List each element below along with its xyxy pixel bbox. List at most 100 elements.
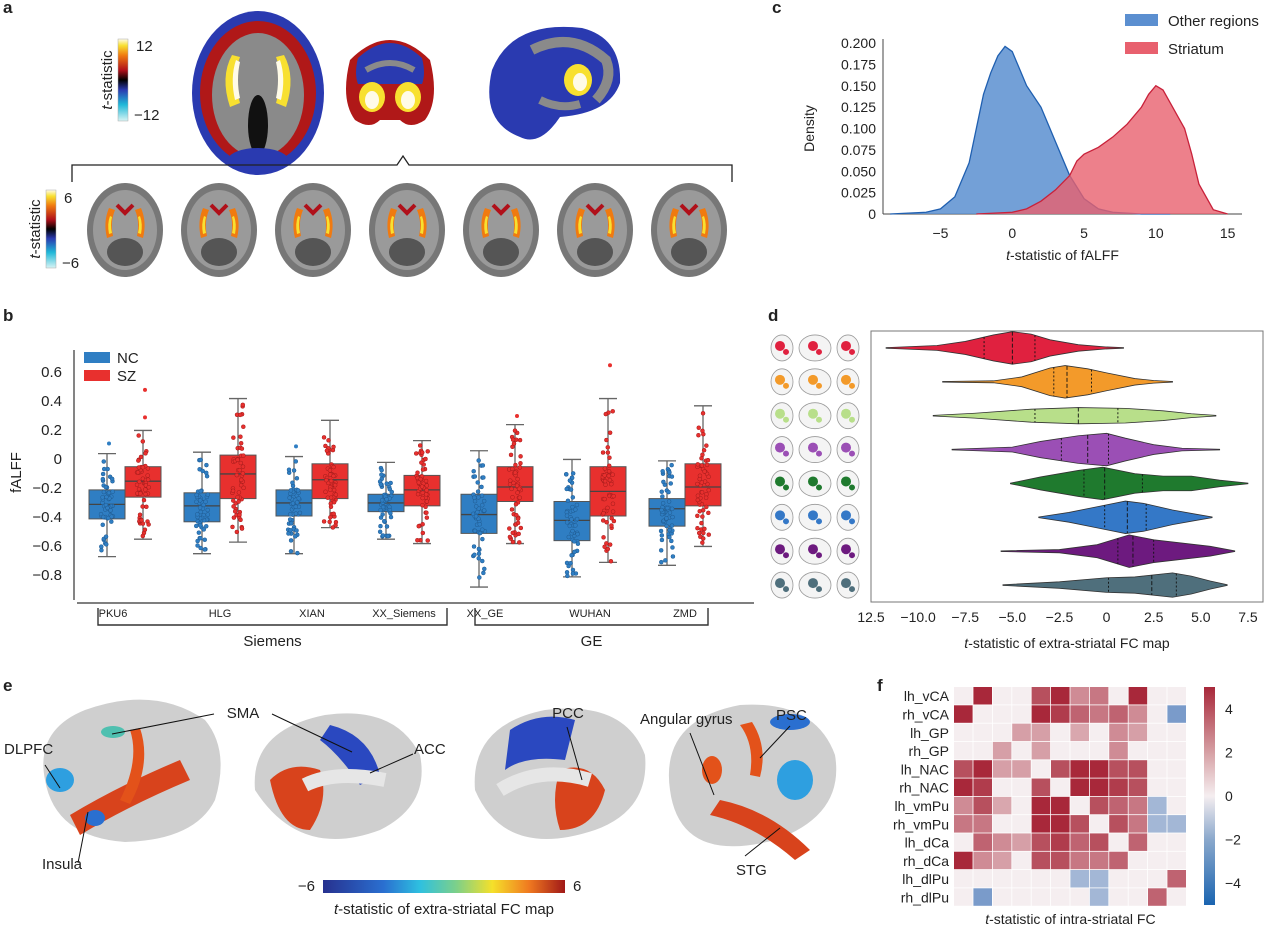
- panel-letter-c: c: [772, 0, 782, 17]
- legend-label: SZ: [117, 368, 136, 385]
- heatmap-cell: [1128, 870, 1148, 888]
- data-point: [231, 515, 237, 520]
- colorbar-bottom-label: t-statistic: [27, 199, 44, 259]
- network-blob: [849, 552, 855, 559]
- data-point: [140, 504, 145, 509]
- site-slice: [275, 183, 351, 277]
- data-point: [667, 527, 672, 533]
- row-label: lh_NAC: [901, 761, 949, 777]
- network-brain-icons: [770, 537, 860, 565]
- heatmap-cell: [1109, 760, 1128, 778]
- heatmap-cell: [1070, 760, 1089, 778]
- heatmap-cell: [1167, 888, 1186, 906]
- slice-hot-left: [108, 216, 112, 234]
- heatmap-cell: [1167, 741, 1186, 760]
- data-point: [105, 505, 110, 511]
- data-point: [425, 449, 430, 454]
- data-point: [385, 533, 391, 539]
- data-point: [384, 524, 390, 529]
- network-blob: [808, 510, 818, 521]
- network-blob: [783, 348, 789, 355]
- data-point: [476, 546, 482, 552]
- y-tick-label: −0.6: [32, 538, 62, 555]
- data-point: [415, 470, 420, 475]
- data-point: [699, 463, 705, 468]
- data-point: [420, 530, 426, 536]
- heatmap-cell: [1070, 851, 1089, 870]
- network-blob: [841, 476, 851, 487]
- network-blob: [849, 586, 855, 593]
- data-point: [293, 504, 298, 509]
- data-point: [140, 465, 146, 470]
- data-point: [480, 527, 485, 532]
- data-point: [203, 524, 209, 529]
- site-slice: [87, 183, 163, 277]
- data-point: [328, 515, 333, 520]
- heatmap-cell: [954, 760, 973, 778]
- y-tick-label: 0.025: [841, 185, 876, 201]
- data-point: [700, 540, 705, 545]
- data-point: [141, 497, 147, 503]
- data-point: [331, 444, 336, 450]
- data-point: [481, 475, 486, 480]
- network-blob: [783, 518, 789, 525]
- heatmap-cell: [992, 760, 1012, 778]
- data-point: [420, 490, 425, 496]
- data-point: [697, 508, 702, 514]
- data-point: [101, 459, 107, 464]
- data-point: [477, 522, 482, 527]
- data-point: [237, 512, 242, 518]
- heatmap-cell: [1012, 705, 1031, 723]
- heatmap-cell: [1012, 741, 1031, 760]
- violin-body: [1002, 572, 1228, 598]
- data-point: [702, 469, 707, 474]
- data-point: [331, 464, 336, 470]
- data-point: [603, 411, 609, 417]
- slice-hot-left: [390, 216, 394, 234]
- data-point: [665, 505, 670, 511]
- data-point: [140, 439, 146, 444]
- data-point: [194, 499, 199, 505]
- data-point: [697, 473, 703, 479]
- data-point: [420, 502, 425, 508]
- box-sz: [589, 363, 627, 564]
- heatmap-cell: [1051, 796, 1070, 815]
- data-point: [287, 517, 293, 522]
- heatmap-cell: [1089, 888, 1109, 906]
- data-point: [574, 516, 580, 522]
- heatmap-cell: [1148, 833, 1167, 851]
- data-point: [389, 489, 395, 495]
- x-tick-label: 0: [1103, 609, 1111, 625]
- data-point: [240, 402, 246, 408]
- label-pcc: PCC: [552, 705, 584, 722]
- data-point: [706, 487, 711, 493]
- data-point: [704, 443, 709, 448]
- heatmap-cell: [1051, 778, 1070, 796]
- data-point: [563, 471, 569, 477]
- heatmap-cell: [1109, 778, 1128, 796]
- colorbar-extra-striatal-max: 6: [573, 878, 581, 895]
- panel-f-chart: lh_vCA rh_vCA lh_GP rh_GP lh_NAC rh_NAC lh_vmP…: [893, 687, 1241, 927]
- data-point: [703, 495, 709, 501]
- x-axis-label: t-statistic of intra-striatal FC: [985, 911, 1155, 927]
- heatmap-cell: [1012, 778, 1031, 796]
- heatmap-cell: [1089, 796, 1109, 815]
- heatmap-cell: [1031, 815, 1051, 833]
- data-point: [515, 476, 520, 482]
- data-point: [137, 512, 143, 518]
- data-point: [479, 484, 484, 490]
- data-point: [611, 518, 617, 524]
- data-point: [198, 523, 203, 528]
- heatmap-cell: [992, 741, 1012, 760]
- data-point: [137, 479, 142, 485]
- row-label: lh_vmPu: [895, 798, 949, 814]
- data-point: [601, 535, 606, 540]
- heatmap-cell: [973, 815, 992, 833]
- network-blob: [841, 544, 851, 555]
- data-point: [605, 445, 611, 450]
- data-point: [667, 510, 673, 515]
- data-point: [204, 462, 209, 468]
- box-nc: [88, 441, 126, 558]
- data-point: [231, 498, 236, 503]
- data-point: [237, 467, 242, 473]
